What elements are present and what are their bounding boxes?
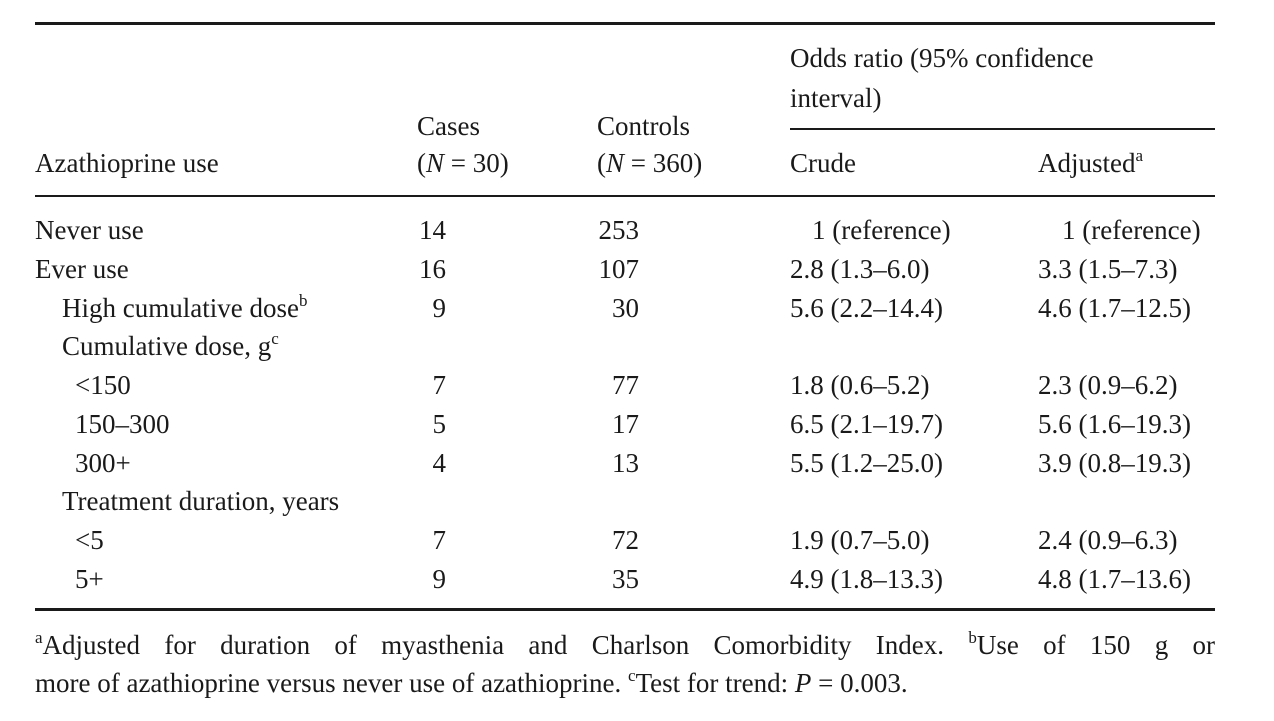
odds-ratio-spanner-rule [790, 128, 1215, 130]
table-top-rule [35, 22, 1215, 25]
header-odds-ratio-line1: Odds ratio (95% confidence [790, 43, 1094, 73]
header-crude: Crude [790, 148, 856, 178]
header-adjusted: Adjusteda [1038, 146, 1144, 178]
row-cases: 9 [432, 293, 447, 323]
row-controls: 253 [598, 215, 640, 245]
row-label: High cumulative doseb [62, 291, 308, 323]
row-crude: 5.6 (2.2–14.4) [790, 293, 943, 323]
row-label: 150–300 [75, 409, 170, 439]
row-adjusted: 2.4 (0.9–6.3) [1038, 525, 1178, 555]
row-controls: 17 [612, 409, 639, 439]
row-label: 5+ [75, 564, 104, 594]
row-controls: 107 [598, 254, 640, 284]
row-crude: 1.8 (0.6–5.2) [790, 370, 930, 400]
row-cases: 14 [419, 215, 446, 245]
row-controls: 35 [612, 564, 639, 594]
row-adjusted: 1 (reference) [1062, 215, 1201, 245]
row-crude: 1 (reference) [812, 215, 951, 245]
row-adjusted: 3.9 (0.8–19.3) [1038, 448, 1191, 478]
row-crude: 5.5 (1.2–25.0) [790, 448, 943, 478]
table-bottom-rule [35, 608, 1215, 611]
row-crude: 6.5 (2.1–19.7) [790, 409, 943, 439]
row-crude: 4.9 (1.8–13.3) [790, 564, 943, 594]
header-odds-ratio-line2: interval) [790, 83, 882, 113]
row-adjusted: 4.6 (1.7–12.5) [1038, 293, 1191, 323]
row-cases: 9 [432, 564, 447, 594]
header-bottom-rule [35, 195, 1215, 197]
header-controls-n: (N = 360) [597, 148, 703, 178]
header-controls-label: Controls [597, 111, 691, 141]
row-controls: 77 [612, 370, 639, 400]
row-crude: 2.8 (1.3–6.0) [790, 254, 930, 284]
row-label: Ever use [35, 254, 129, 284]
header-cases-label: Cases [417, 111, 480, 141]
table-footnotes: aAdjusted for duration of myasthenia and… [35, 626, 1215, 702]
row-label: Cumulative dose, gc [62, 329, 279, 361]
row-cases: 16 [419, 254, 446, 284]
row-label: <5 [75, 525, 104, 555]
row-adjusted: 3.3 (1.5–7.3) [1038, 254, 1178, 284]
footnote-line-1: aAdjusted for duration of myasthenia and… [35, 628, 1215, 660]
row-adjusted: 5.6 (1.6–19.3) [1038, 409, 1191, 439]
row-controls: 13 [612, 448, 639, 478]
row-adjusted: 2.3 (0.9–6.2) [1038, 370, 1178, 400]
row-label-sup: b [298, 291, 308, 310]
header-cases-n: (N = 30) [417, 148, 509, 178]
row-controls: 72 [612, 525, 639, 555]
row-cases: 7 [432, 370, 447, 400]
header-adjusted-sup: a [1135, 146, 1144, 165]
header-azathioprine-use: Azathioprine use [35, 148, 219, 178]
row-cases: 5 [432, 409, 447, 439]
row-label-sup: c [271, 329, 279, 348]
row-cases: 7 [432, 525, 447, 555]
row-label: Treatment duration, years [62, 486, 340, 516]
row-label: <150 [75, 370, 131, 400]
footnote-line-2: more of azathioprine versus never use of… [35, 666, 908, 698]
row-cases: 4 [432, 448, 447, 478]
row-crude: 1.9 (0.7–5.0) [790, 525, 930, 555]
row-label: 300+ [75, 448, 131, 478]
row-label: Never use [35, 215, 144, 245]
row-controls: 30 [612, 293, 639, 323]
row-adjusted: 4.8 (1.7–13.6) [1038, 564, 1191, 594]
